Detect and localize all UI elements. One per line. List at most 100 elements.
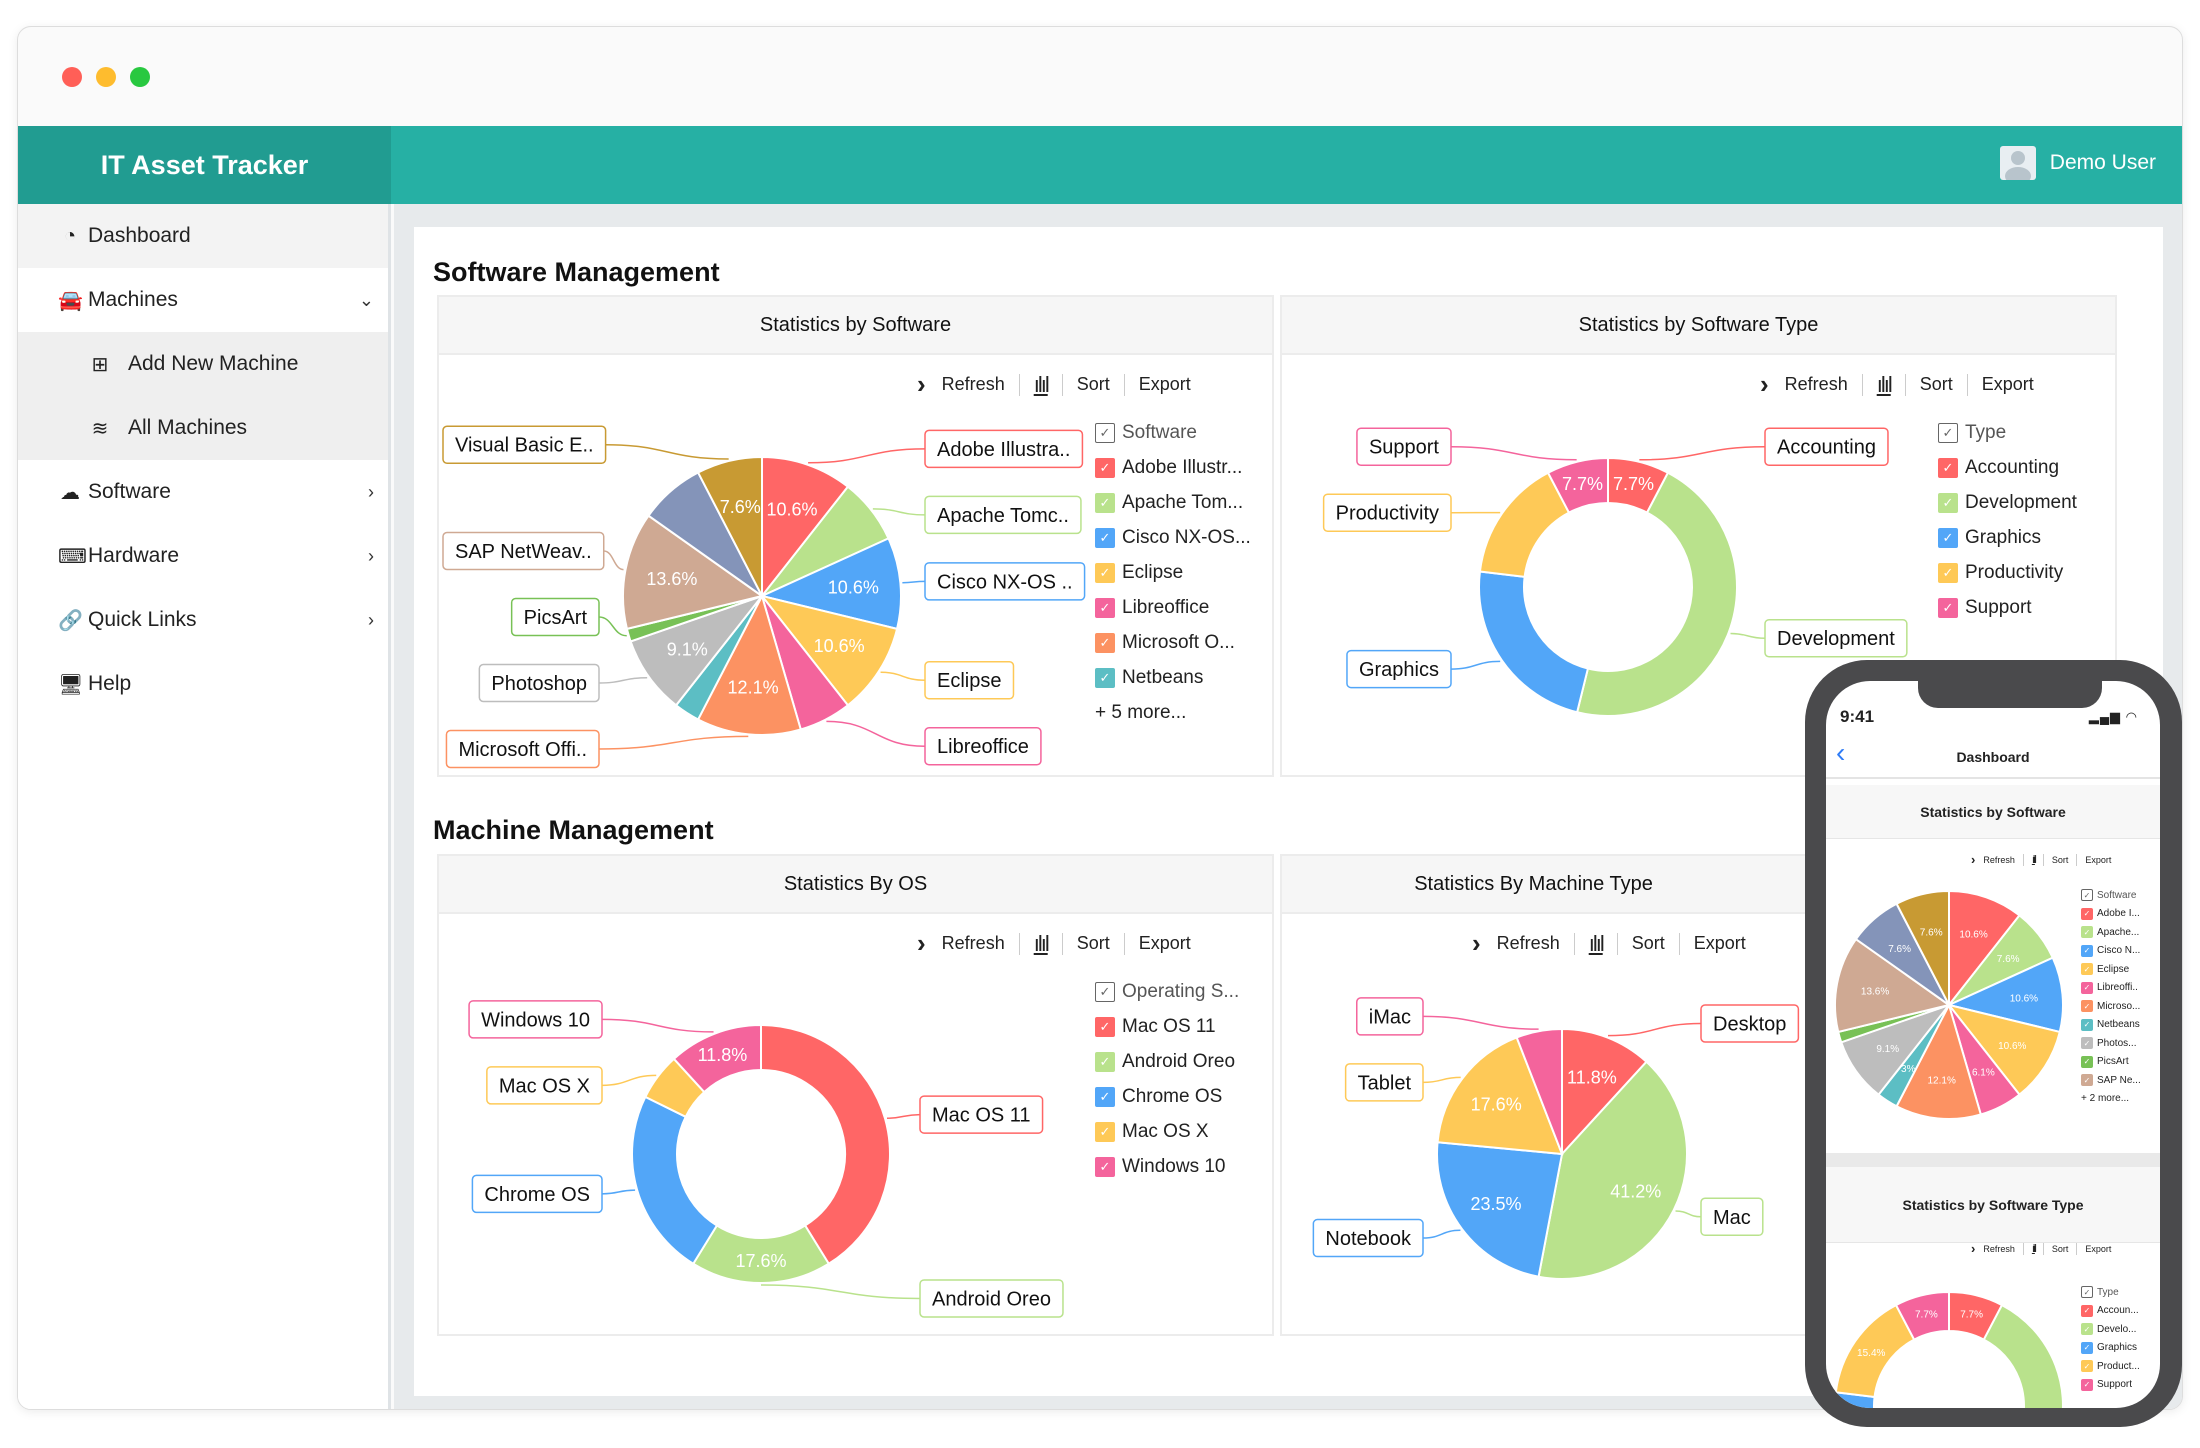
back-button[interactable]: ‹ — [1836, 737, 1846, 768]
expand-arrow-icon[interactable]: › — [917, 369, 926, 399]
bar-chart-icon[interactable]: ılıl — [1876, 371, 1893, 397]
export-button[interactable]: Export — [1138, 933, 1191, 953]
slice-windows-10[interactable] — [672, 1023, 762, 1094]
legend-item[interactable]: ✓ Adobe Illustr... — [1095, 450, 1251, 485]
legend-item[interactable]: ✓ Netbeans — [2081, 1016, 2141, 1035]
close-window-button[interactable] — [62, 67, 82, 87]
legend-item[interactable]: ✓ Support — [2081, 1376, 2140, 1395]
legend-more-link[interactable]: + 5 more... — [1095, 701, 1187, 723]
legend-item[interactable]: ✓ PicsArt — [2081, 1053, 2141, 1072]
sidebar-item-hardware[interactable]: ⌨ Hardware › — [18, 524, 388, 588]
legend-item[interactable]: ✓ Graphics — [2081, 1339, 2140, 1358]
slice-sap-netweaver[interactable] — [622, 514, 765, 631]
slice-segment-1[interactable] — [1922, 1303, 2064, 1408]
slice-eclipse[interactable] — [759, 594, 899, 707]
legend-item[interactable]: ✓ Microsoft O... — [1095, 625, 1251, 660]
legend-item[interactable]: ✓ Productivity — [1938, 555, 2077, 590]
slice-mac-os-11[interactable] — [760, 1023, 891, 1266]
legend-item[interactable]: ✓ Accounting — [1938, 450, 2077, 485]
chevron-right-icon[interactable]: › — [368, 609, 374, 630]
export-button[interactable]: Export — [2085, 1243, 2112, 1254]
legend-item[interactable]: ✓ Mac OS 11 — [1095, 1009, 1239, 1044]
sidebar-item-software[interactable]: ☁ Software › — [18, 460, 388, 524]
slice-imac[interactable] — [1515, 1027, 1563, 1155]
sidebar-item-quick-links[interactable]: 🔗 Quick Links › — [18, 588, 388, 652]
legend-item[interactable]: ✓ Windows 10 — [1095, 1149, 1239, 1184]
sidebar-item-machines[interactable]: 🚘 Machines ⌄ — [18, 268, 388, 332]
legend-item[interactable]: ✓ SAP Ne... — [2081, 1071, 2141, 1090]
expand-arrow-icon[interactable]: › — [917, 928, 926, 958]
slice-segment-5[interactable] — [1895, 1002, 1983, 1120]
slice-microsoft-office[interactable] — [696, 593, 803, 736]
sidebar-item-dashboard[interactable]: ◔ Dashboard — [18, 204, 388, 268]
legend-item[interactable]: ✓ Development — [1938, 485, 2077, 520]
legend-item[interactable]: ✓ Eclipse — [2081, 960, 2141, 979]
slice-support[interactable] — [1546, 456, 1609, 514]
legend-item[interactable]: ✓ Graphics — [1938, 520, 2077, 555]
legend-item[interactable]: ✓ Libreoffi.. — [2081, 979, 2141, 998]
refresh-button[interactable]: Refresh — [941, 933, 1005, 953]
legend-item[interactable]: ✓ Develo... — [2081, 1320, 2140, 1339]
bar-chart-icon[interactable]: ılıl — [1033, 371, 1050, 397]
legend-item[interactable]: ✓ Libreoffice — [1095, 590, 1251, 625]
slice-segment-11[interactable] — [1895, 889, 1950, 1006]
bar-chart-icon[interactable]: ılıl — [1588, 930, 1605, 956]
bar-chart-icon[interactable]: ılıl — [2031, 853, 2037, 866]
legend-more-link[interactable]: + 2 more... — [2081, 1093, 2130, 1105]
slice-tablet[interactable] — [1436, 1036, 1564, 1156]
legend-item[interactable]: ✓ Accoun... — [2081, 1302, 2140, 1321]
refresh-button[interactable]: Refresh — [1496, 933, 1560, 953]
slice-segment-4[interactable] — [1894, 1290, 1950, 1341]
legend-item[interactable]: ✓ Support — [1938, 590, 2077, 625]
slice-segment-9[interactable] — [1834, 937, 1952, 1034]
refresh-button[interactable]: Refresh — [941, 374, 1005, 394]
slice-photoshop[interactable] — [629, 593, 765, 707]
refresh-button[interactable]: Refresh — [1784, 374, 1848, 394]
sort-button[interactable]: Sort — [1076, 933, 1110, 953]
slice-segment-3[interactable] — [1946, 1003, 2061, 1097]
legend-item[interactable]: ✓ Netbeans — [1095, 660, 1251, 695]
legend-item[interactable]: ✓ Adobe I... — [2081, 905, 2141, 924]
refresh-button[interactable]: Refresh — [1983, 1243, 2015, 1254]
maximize-window-button[interactable] — [130, 67, 150, 87]
export-button[interactable]: Export — [1693, 933, 1746, 953]
bar-chart-icon[interactable]: ılıl — [2031, 1242, 2037, 1255]
slice-graphics[interactable] — [1478, 570, 1590, 714]
expand-arrow-icon[interactable]: › — [1472, 928, 1481, 958]
legend-toggle-all[interactable]: ✓ Software — [2081, 886, 2141, 905]
legend-item[interactable]: ✓ Mac OS X — [1095, 1114, 1239, 1149]
legend-item[interactable]: ✓ Microso... — [2081, 997, 2141, 1016]
sort-button[interactable]: Sort — [1076, 374, 1110, 394]
minimize-window-button[interactable] — [96, 67, 116, 87]
slice-visual-basic-e[interactable] — [696, 455, 763, 597]
slice-mac[interactable] — [1537, 1060, 1688, 1280]
slice-segment-2[interactable] — [1945, 956, 2064, 1034]
slice-development[interactable] — [1575, 471, 1738, 717]
slice-segment-0[interactable] — [1948, 889, 2021, 1008]
chevron-down-icon[interactable]: ⌄ — [358, 289, 374, 310]
slice-desktop[interactable] — [1561, 1027, 1648, 1157]
export-button[interactable]: Export — [1981, 374, 2034, 394]
legend-item[interactable]: ✓ Apache... — [2081, 923, 2141, 942]
export-button[interactable]: Export — [2085, 854, 2112, 865]
sort-button[interactable]: Sort — [2051, 1243, 2069, 1254]
export-button[interactable]: Export — [1138, 374, 1191, 394]
expand-arrow-icon[interactable]: › — [1971, 1241, 1976, 1256]
expand-arrow-icon[interactable]: › — [1971, 852, 1976, 867]
sidebar-item-add-new-machine[interactable]: ⊞ Add New Machine — [18, 332, 388, 396]
slice-cisco-nx-os[interactable] — [758, 537, 902, 631]
expand-arrow-icon[interactable]: › — [1760, 369, 1769, 399]
bar-chart-icon[interactable]: ılıl — [1033, 930, 1050, 956]
chevron-right-icon[interactable]: › — [368, 481, 374, 502]
legend-toggle-all[interactable]: ✓ Type — [2081, 1283, 2140, 1302]
legend-item[interactable]: ✓ Android Oreo — [1095, 1044, 1239, 1079]
slice-adobe-illustrator[interactable] — [761, 455, 850, 599]
legend-item[interactable]: ✓ Chrome OS — [1095, 1079, 1239, 1114]
legend-item[interactable]: ✓ Cisco NX-OS... — [1095, 520, 1251, 555]
legend-item[interactable]: ✓ Eclipse — [1095, 555, 1251, 590]
sidebar-item-help[interactable]: 🖥 Help — [18, 652, 388, 716]
legend-item[interactable]: ✓ Photos... — [2081, 1034, 2141, 1053]
sort-button[interactable]: Sort — [1631, 933, 1665, 953]
refresh-button[interactable]: Refresh — [1983, 854, 2015, 865]
slice-notebook[interactable] — [1436, 1141, 1564, 1278]
